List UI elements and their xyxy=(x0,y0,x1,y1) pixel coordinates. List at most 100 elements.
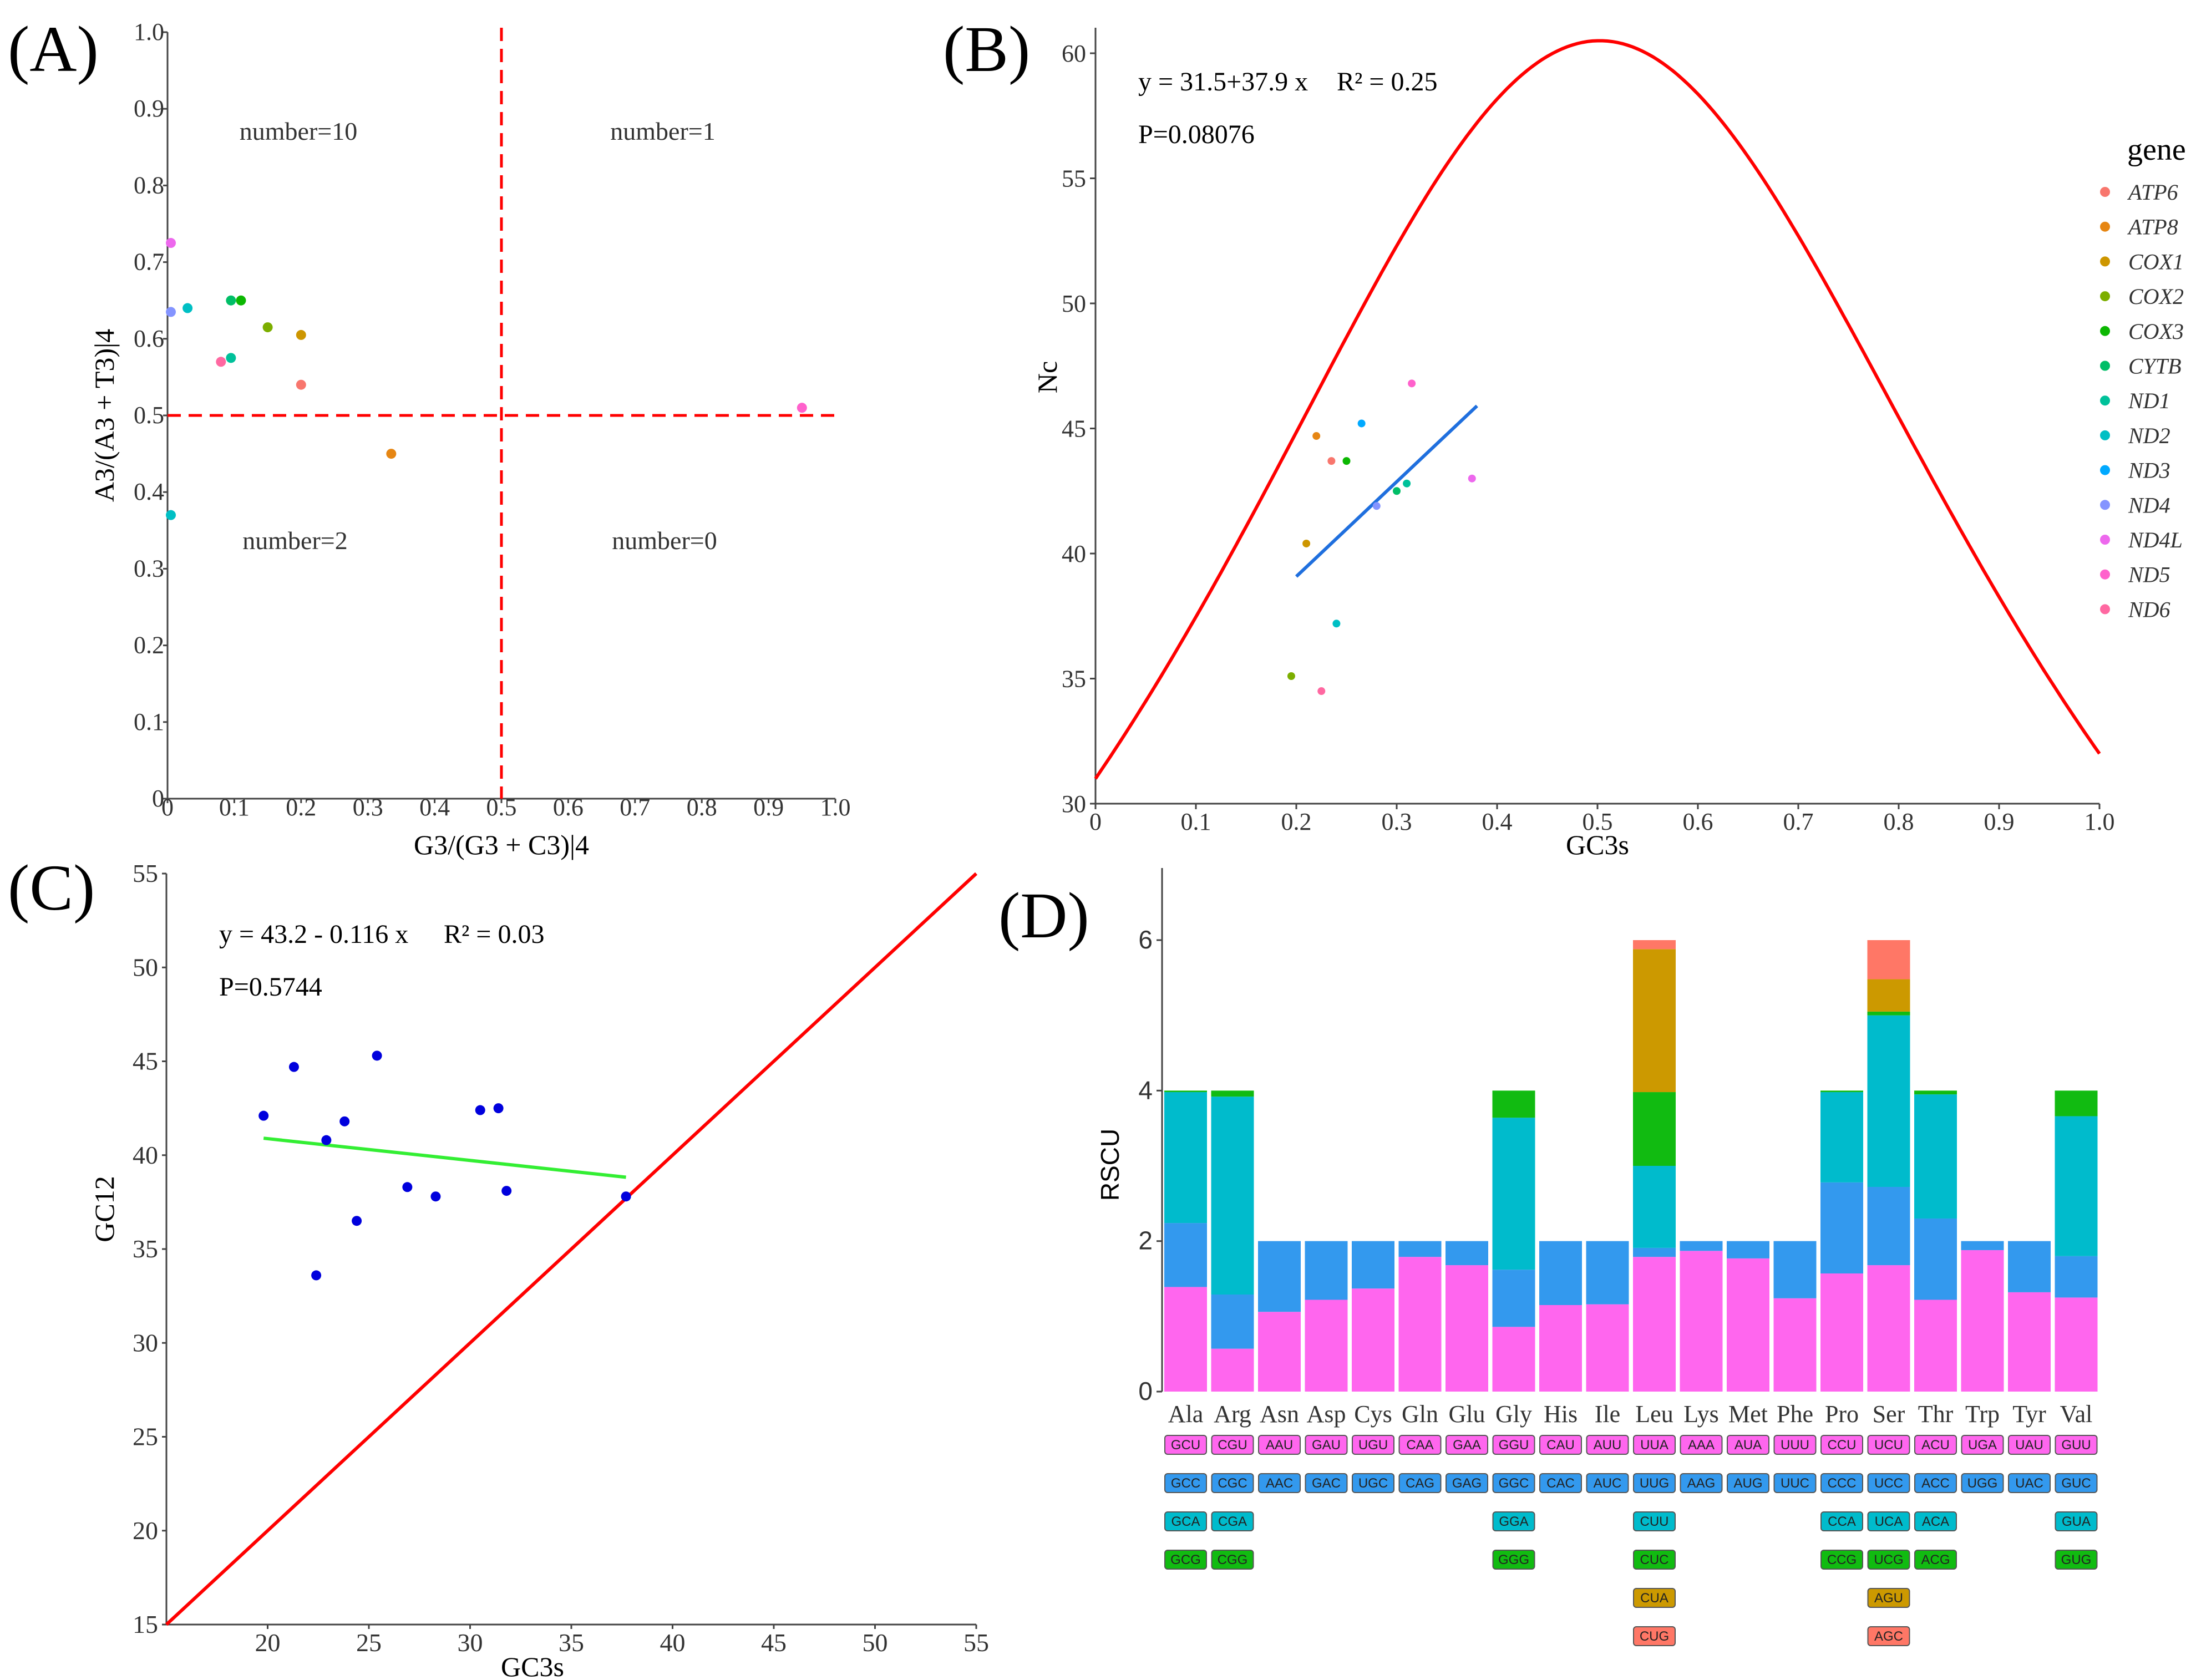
y-tick-label: 25 xyxy=(133,1423,158,1451)
bar-segment-gcu xyxy=(1164,1287,1207,1392)
codon-box xyxy=(1680,1473,1723,1493)
bar-segment-ugc xyxy=(1352,1241,1394,1289)
x-tick-label: 0.7 xyxy=(1783,808,1814,835)
y-axis-title: A3/(A3 + T3)|4 xyxy=(89,329,120,502)
y-tick-label: 45 xyxy=(133,1047,158,1075)
bar-segment-auc xyxy=(1586,1241,1629,1305)
point xyxy=(493,1103,504,1114)
y-tick-label: 40 xyxy=(133,1141,158,1169)
bar-segment-ugg xyxy=(1961,1241,2004,1250)
point-nd2 xyxy=(166,510,176,520)
codon-box xyxy=(1211,1473,1254,1493)
codon-label: GGA xyxy=(1499,1514,1528,1529)
codon-label: GAU xyxy=(1312,1438,1341,1453)
bar-segment-uau xyxy=(2008,1292,2051,1392)
codon-box xyxy=(1211,1550,1254,1570)
y-tick-label: 0 xyxy=(1138,1377,1153,1405)
point xyxy=(430,1191,441,1202)
regression-line xyxy=(263,1136,626,1179)
category-label: Pro xyxy=(1825,1400,1859,1428)
bar-segment-ucc xyxy=(1867,1186,1910,1266)
codon-box xyxy=(1727,1473,1769,1493)
codon-label: CCG xyxy=(1827,1552,1857,1567)
codon-label: AUG xyxy=(1733,1476,1762,1491)
bar-segment-guc xyxy=(2055,1256,2098,1298)
codon-box xyxy=(1492,1550,1535,1570)
codon-label: GAG xyxy=(1452,1476,1482,1491)
point-cox1 xyxy=(296,329,306,340)
y-tick-label: 35 xyxy=(133,1235,158,1263)
legend-label-atp8: ATP8 xyxy=(2127,215,2178,240)
x-tick-label: 0.8 xyxy=(1884,808,1914,835)
y-tick-label: 0.2 xyxy=(134,632,164,659)
codon-box xyxy=(1633,1588,1676,1608)
point-cox2 xyxy=(262,322,273,333)
y-axis-title: RSCU xyxy=(1096,1129,1124,1201)
codon-box xyxy=(1305,1435,1348,1455)
point-cytb xyxy=(226,295,236,306)
p-value: P=0.5744 xyxy=(219,972,322,1002)
point-cox3 xyxy=(236,295,246,306)
codon-box xyxy=(1586,1473,1629,1493)
codon-box xyxy=(1961,1435,2004,1455)
bar-segment-aau xyxy=(1258,1312,1301,1392)
y-tick-label: 30 xyxy=(133,1328,158,1357)
legend-label-nd4l: ND4L xyxy=(2128,527,2183,552)
x-tick-label: 0.6 xyxy=(553,794,584,821)
codon-label: CUA xyxy=(1640,1591,1668,1606)
codon-label: CUG xyxy=(1640,1629,1669,1644)
y-tick-label: 4 xyxy=(1138,1075,1153,1104)
diagonal-line xyxy=(165,872,978,1626)
codon-label: GCC xyxy=(1171,1476,1200,1491)
x-tick-label: 20 xyxy=(255,1628,281,1657)
x-tick-label: 30 xyxy=(458,1628,483,1657)
codon-label: GUC xyxy=(2061,1476,2091,1491)
category-label: Trp xyxy=(1965,1400,2000,1428)
legend-key-nd6 xyxy=(2100,604,2110,615)
x-tick-label: 0.4 xyxy=(419,794,450,821)
codon-box xyxy=(1914,1435,1957,1455)
point-cox2 xyxy=(1287,672,1295,680)
bar-segment-cuu xyxy=(1633,1166,1676,1248)
codon-box xyxy=(1867,1435,1910,1455)
y-tick-label: 0.8 xyxy=(134,171,164,199)
y-tick-label: 20 xyxy=(133,1516,158,1545)
bar-segment-uca xyxy=(1867,1015,1910,1187)
bar-segment-auu xyxy=(1586,1304,1629,1392)
codon-box xyxy=(1867,1511,1910,1531)
r-squared: R² = 0.25 xyxy=(1337,67,1437,97)
codon-label: UCG xyxy=(1874,1552,1903,1567)
bar-segment-guu xyxy=(2055,1297,2098,1392)
x-tick-label: 0.2 xyxy=(1281,808,1312,835)
codon-box xyxy=(1398,1473,1442,1493)
codon-box xyxy=(1258,1435,1301,1455)
y-tick-label: 0.9 xyxy=(134,95,164,122)
codon-box xyxy=(1305,1473,1348,1493)
bar-segment-aac xyxy=(1258,1241,1301,1312)
x-tick-label: 1.0 xyxy=(820,794,851,821)
bar-segment-acu xyxy=(1914,1300,1957,1392)
codon-label: GGC xyxy=(1499,1476,1529,1491)
codon-label: AAG xyxy=(1687,1476,1716,1491)
legend-title: gene xyxy=(2127,133,2186,167)
bar-segment-gcc xyxy=(1164,1223,1207,1287)
bar-segment-aaa xyxy=(1680,1251,1723,1392)
point-cytb xyxy=(1393,487,1401,495)
x-tick-label: 0.9 xyxy=(753,794,784,821)
codon-box xyxy=(1352,1473,1394,1493)
legend-label-nd4: ND4 xyxy=(2128,493,2170,517)
point-nd2 xyxy=(182,303,193,313)
panel-label-a: (A) xyxy=(8,13,99,85)
regression-equation: y = 31.5+37.9 x xyxy=(1138,67,1308,97)
r-squared: R² = 0.03 xyxy=(444,920,544,949)
codon-label: CGC xyxy=(1218,1476,1247,1491)
codon-box xyxy=(1164,1511,1207,1531)
codon-box xyxy=(1867,1550,1910,1570)
bar-segment-aca xyxy=(1914,1094,1957,1219)
codon-box xyxy=(1914,1473,1957,1493)
codon-label: CGG xyxy=(1218,1552,1248,1567)
codon-label: GGG xyxy=(1498,1552,1529,1567)
legend-label-nd1: ND1 xyxy=(2128,388,2170,413)
bar-segment-uga xyxy=(1961,1250,2004,1392)
